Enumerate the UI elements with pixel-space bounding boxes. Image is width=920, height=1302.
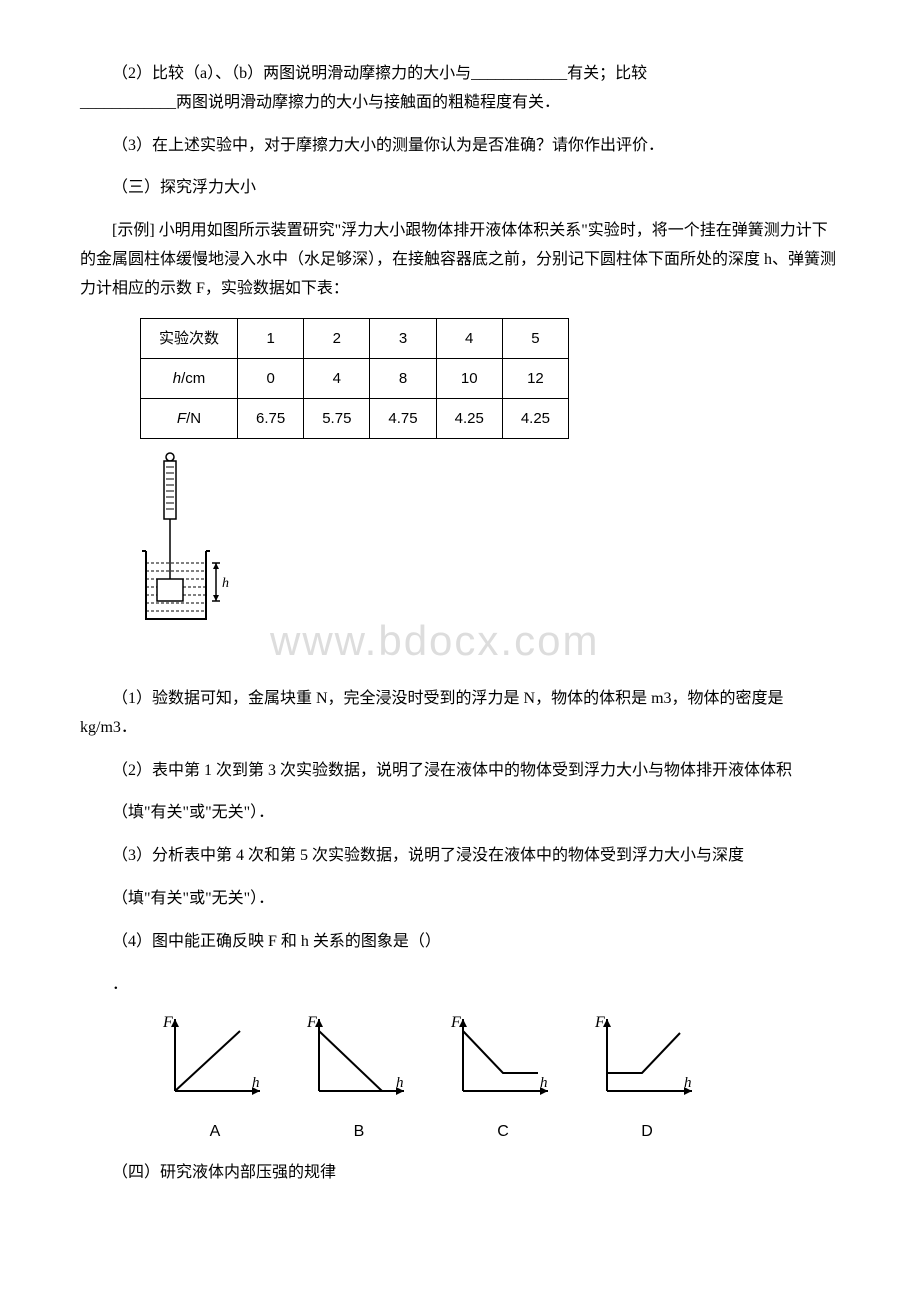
table-header: 5 [502, 318, 568, 358]
graph-label: B [304, 1118, 414, 1147]
text: （2）比较（a）、（b）两图说明滑动摩擦力的大小与 [112, 65, 471, 82]
example-intro: [示例] 小明用如图所示装置研究"浮力大小跟物体排开液体体积关系"实验时，将一个… [80, 217, 840, 303]
dot: ． [80, 971, 840, 1000]
section-heading-4: （四）研究液体内部压强的规律 [80, 1159, 840, 1188]
text: 两图说明滑动摩擦力的大小与接触面的粗糙程度有关． [176, 94, 560, 111]
table-cell: 8 [370, 358, 436, 398]
graph-label: A [160, 1118, 270, 1147]
section-heading-3: （三）探究浮力大小 [80, 174, 840, 203]
question-2-hint: （填"有关"或"无关"）． [80, 799, 840, 828]
table-cell: 4.25 [436, 398, 502, 438]
table-cell: 4 [304, 358, 370, 398]
graph-option-a: F h A [160, 1013, 270, 1147]
table-cell: 0 [238, 358, 304, 398]
svg-text:h: h [684, 1075, 692, 1091]
question-2: （2）表中第 1 次到第 3 次实验数据，说明了浸在液体中的物体受到浮力大小与物… [80, 757, 840, 786]
table-cell: F/N [141, 398, 238, 438]
svg-text:h: h [396, 1075, 404, 1091]
graph-option-d: F h D [592, 1013, 702, 1147]
table-cell: 4.25 [502, 398, 568, 438]
svg-text:F: F [306, 1014, 317, 1031]
table-header: 3 [370, 318, 436, 358]
question-3-hint: （填"有关"或"无关"）． [80, 885, 840, 914]
paragraph-q3: （3）在上述实验中，对于摩擦力大小的测量你认为是否准确？请你作出评价． [80, 132, 840, 161]
table-header: 2 [304, 318, 370, 358]
table-row: h/cm 0 4 8 10 12 [141, 358, 569, 398]
table-cell: h/cm [141, 358, 238, 398]
table-header: 4 [436, 318, 502, 358]
question-4: （4）图中能正确反映 F 和 h 关系的图象是（） [80, 928, 840, 957]
graph-option-b: F h B [304, 1013, 414, 1147]
svg-text:F: F [594, 1014, 605, 1031]
experiment-data-table: 实验次数 1 2 3 4 5 h/cm 0 4 8 10 12 F/N 6.75… [140, 318, 569, 439]
table-row: F/N 6.75 5.75 4.75 4.25 4.25 [141, 398, 569, 438]
question-1: （1）验数据可知，金属块重 N，完全浸没时受到的浮力是 N，物体的体积是 m3，… [80, 685, 840, 743]
svg-text:h: h [540, 1075, 548, 1091]
svg-text:F: F [162, 1014, 173, 1031]
graph-option-c: F h C [448, 1013, 558, 1147]
table-cell: 4.75 [370, 398, 436, 438]
table-header: 1 [238, 318, 304, 358]
text: 有关；比较 [567, 65, 647, 82]
apparatus-diagram: h [140, 451, 840, 642]
table-cell: 12 [502, 358, 568, 398]
graph-options-row: F h A F h B F h C [160, 1013, 840, 1147]
svg-text:F: F [450, 1014, 461, 1031]
paragraph-q2: （2）比较（a）、（b）两图说明滑动摩擦力的大小与____________有关；… [80, 60, 840, 118]
table-cell: 6.75 [238, 398, 304, 438]
graph-label: C [448, 1118, 558, 1147]
table-cell: 5.75 [304, 398, 370, 438]
table-header: 实验次数 [141, 318, 238, 358]
table-cell: 10 [436, 358, 502, 398]
question-3: （3）分析表中第 4 次和第 5 次实验数据，说明了浸没在液体中的物体受到浮力大… [80, 842, 840, 871]
table-row: 实验次数 1 2 3 4 5 [141, 318, 569, 358]
graph-label: D [592, 1118, 702, 1147]
svg-text:h: h [222, 576, 229, 591]
svg-text:h: h [252, 1075, 260, 1091]
